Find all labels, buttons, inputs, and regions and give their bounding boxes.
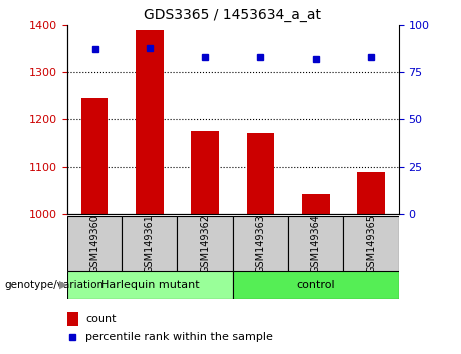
Text: Harlequin mutant: Harlequin mutant [100, 280, 199, 290]
Bar [136, 29, 164, 214]
Bar [233, 271, 399, 299]
Text: GSM149361: GSM149361 [145, 214, 155, 273]
Bar [67, 312, 78, 326]
Text: control: control [296, 280, 335, 290]
Text: genotype/variation: genotype/variation [5, 280, 104, 290]
Bar [343, 216, 399, 271]
Bar [288, 216, 343, 271]
Bar [302, 194, 330, 214]
Bar [122, 216, 177, 271]
Text: GSM149362: GSM149362 [200, 214, 210, 273]
Text: GSM149364: GSM149364 [311, 214, 321, 273]
Text: ▶: ▶ [59, 280, 67, 290]
Text: percentile rank within the sample: percentile rank within the sample [85, 332, 273, 342]
Bar [191, 131, 219, 214]
Title: GDS3365 / 1453634_a_at: GDS3365 / 1453634_a_at [144, 8, 321, 22]
Text: GSM149360: GSM149360 [89, 214, 100, 273]
Bar [247, 133, 274, 214]
Text: count: count [85, 314, 117, 324]
Bar [177, 216, 233, 271]
Bar [67, 271, 233, 299]
Bar [357, 172, 385, 214]
Bar [67, 216, 122, 271]
Bar [233, 216, 288, 271]
Bar [81, 98, 108, 214]
Text: GSM149363: GSM149363 [255, 214, 266, 273]
Text: GSM149365: GSM149365 [366, 214, 376, 273]
